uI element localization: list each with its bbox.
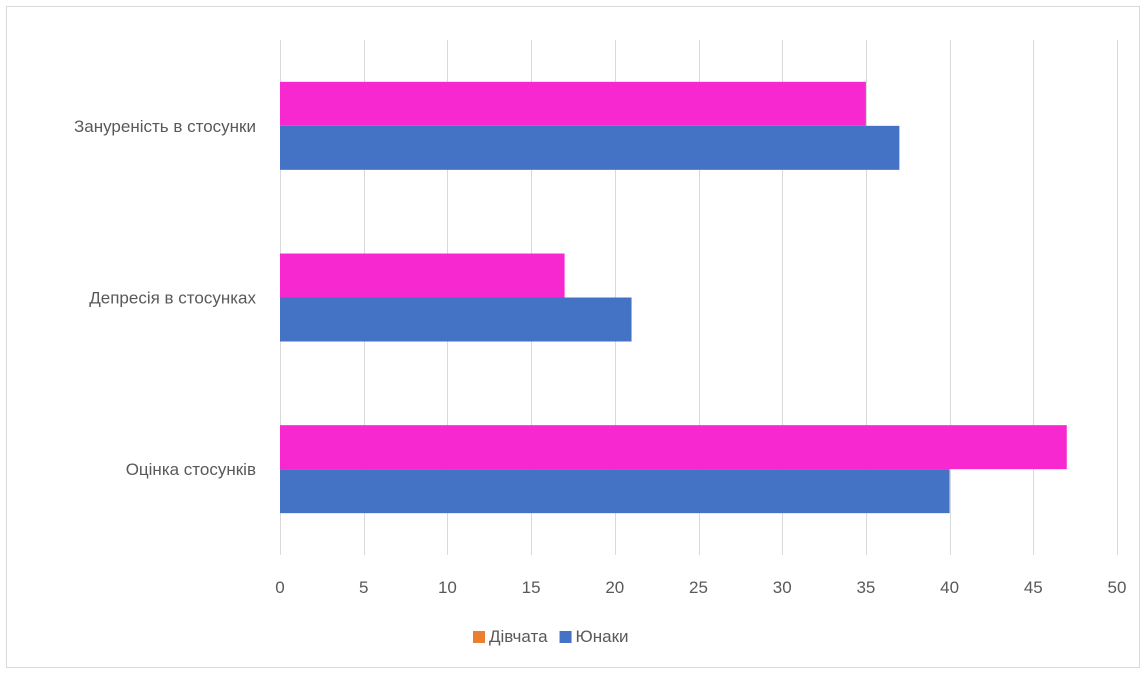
x-tick-label-50: 50: [1108, 578, 1127, 597]
x-tick-label-25: 25: [689, 578, 708, 597]
bar-divchata-2: [280, 425, 1067, 470]
x-tick-label-45: 45: [1024, 578, 1043, 597]
legend-label-1: Юнаки: [576, 627, 629, 646]
legend-swatch-0: [473, 631, 485, 643]
category-label-2: Оцінка стосунків: [126, 460, 256, 479]
bar-yunaky-1: [280, 297, 632, 342]
bar-divchata-0: [280, 81, 866, 126]
x-axis-ticks: 0 5 10 15 20 25 30 35 40 45 50: [275, 578, 1126, 597]
x-tick-label-30: 30: [773, 578, 792, 597]
category-label-1: Депресія в стосунках: [89, 289, 256, 308]
x-tick-label-0: 0: [275, 578, 284, 597]
x-tick-label-40: 40: [940, 578, 959, 597]
x-tick-label-5: 5: [359, 578, 368, 597]
legend-label-0: Дівчата: [489, 627, 548, 646]
legend: Дівчата Юнаки: [473, 627, 629, 646]
category-label-0: Зануреність в стосунки: [74, 117, 256, 136]
chart-svg: 0 5 10 15 20 25 30 35 40 45 50 Зануреність в стосу…: [74, 40, 1126, 646]
chart-frame: 0 5 10 15 20 25 30 35 40 45 50 Зануреність в стосу…: [6, 6, 1140, 668]
bar-yunaky-0: [280, 125, 900, 170]
x-tick-label-35: 35: [856, 578, 875, 597]
legend-swatch-1: [559, 631, 572, 643]
bars: [280, 81, 1067, 514]
x-tick-label-15: 15: [522, 578, 541, 597]
x-tick-label-20: 20: [605, 578, 624, 597]
x-tick-label-10: 10: [438, 578, 457, 597]
category-labels: Зануреність в стосунки Депресія в стосунк…: [74, 117, 256, 479]
bar-yunaky-2: [280, 469, 950, 514]
bar-divchata-1: [280, 253, 565, 298]
